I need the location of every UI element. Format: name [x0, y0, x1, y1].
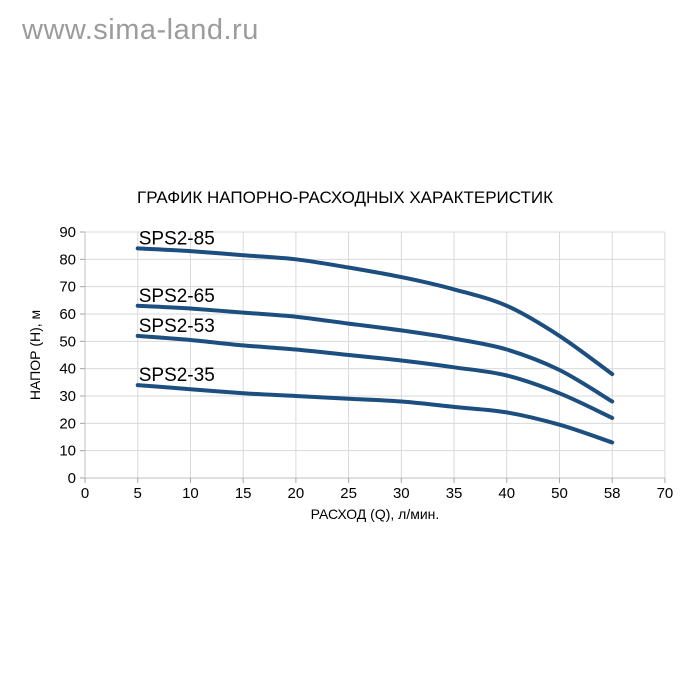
x-tick-label: 50: [551, 485, 568, 502]
y-tick-label: 60: [59, 306, 76, 323]
x-tick-label: 35: [446, 485, 463, 502]
y-tick-label: 90: [59, 224, 76, 241]
y-tick-label: 0: [68, 470, 76, 487]
y-tick-label: 40: [59, 361, 76, 378]
y-tick-label: 20: [59, 415, 76, 432]
x-tick-label: 30: [393, 485, 410, 502]
series-line-SPS2-53: [135, 333, 615, 420]
x-tick-label: 70: [657, 485, 674, 502]
y-tick-label: 50: [59, 333, 76, 350]
watermark-text: www.sima-land.ru: [22, 14, 259, 46]
x-tick-label: 0: [81, 485, 89, 502]
y-tick-label: 30: [59, 388, 76, 405]
x-axis-title: РАСХОД (Q), л/мин.: [311, 506, 440, 522]
series-line-SPS2-65: [135, 303, 615, 404]
y-tick-label: 10: [59, 443, 76, 460]
y-axis-title: НАПОР (Н), м: [27, 310, 43, 400]
series-label-SPS2-65: SPS2-65: [139, 286, 215, 307]
chart-title: ГРАФИК НАПОРНО-РАСХОДНЫХ ХАРАКТЕРИСТИК: [137, 188, 553, 207]
series-label-SPS2-85: SPS2-85: [139, 228, 215, 249]
series-line-SPS2-85: [135, 246, 615, 377]
x-tick-label: 25: [340, 485, 357, 502]
x-tick-label: 15: [235, 485, 252, 502]
x-tick-label: 10: [182, 485, 199, 502]
x-tick-label: 40: [498, 485, 515, 502]
series-label-SPS2-35: SPS2-35: [139, 365, 215, 386]
y-tick-label: 70: [59, 279, 76, 296]
series-label-SPS2-53: SPS2-53: [139, 316, 215, 337]
series-line-SPS2-35: [135, 383, 615, 445]
x-tick-label: 20: [288, 485, 305, 502]
x-tick-label: 5: [134, 485, 142, 502]
y-tick-label: 80: [59, 251, 76, 268]
x-tick-label: 58: [604, 485, 621, 502]
